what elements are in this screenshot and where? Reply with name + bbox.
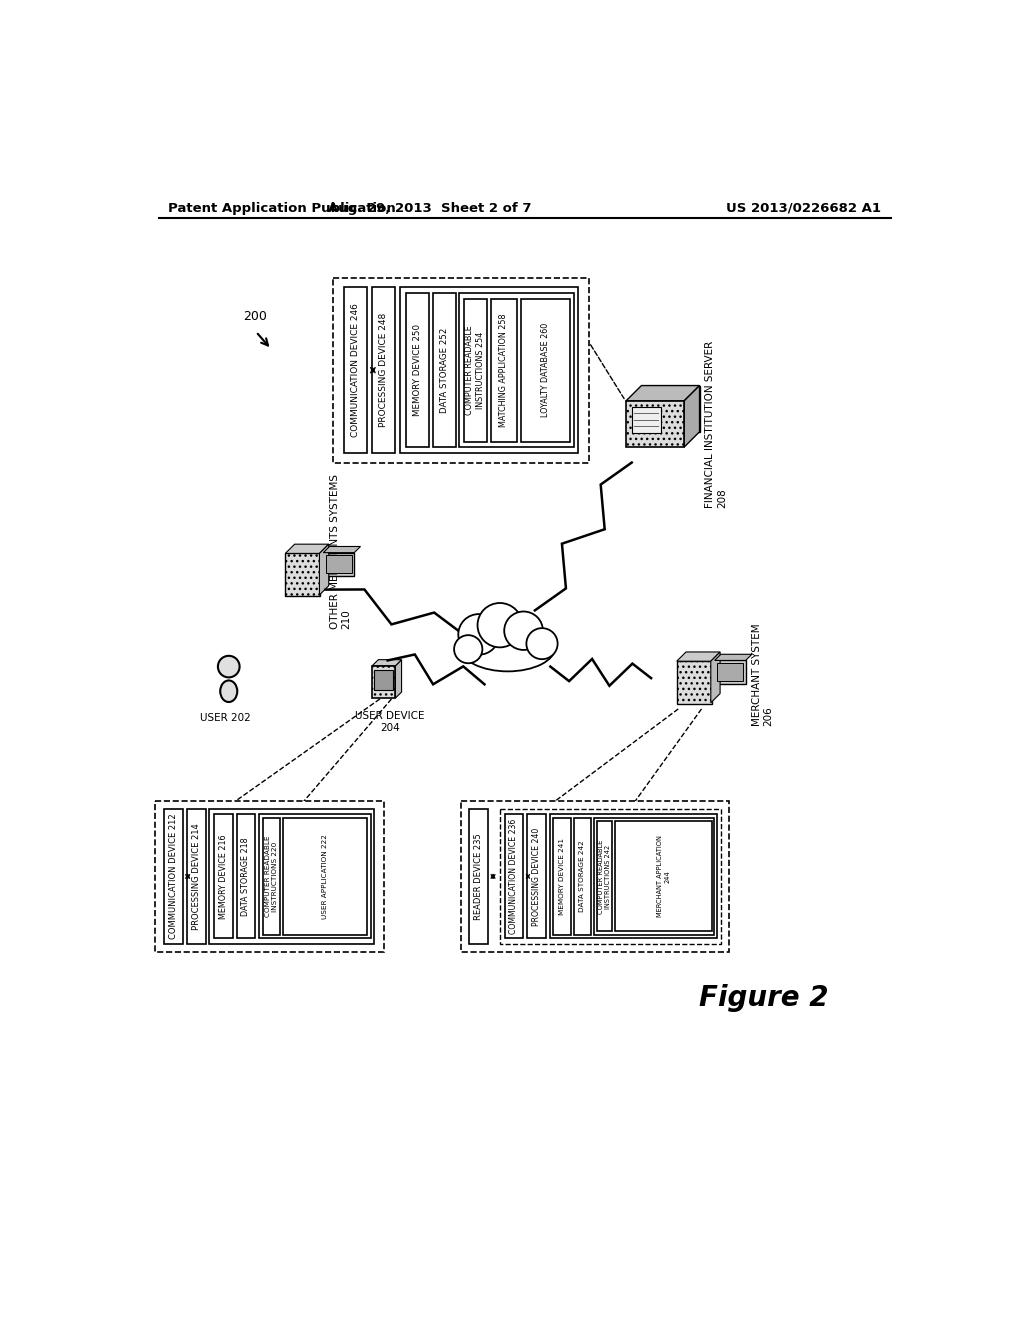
Bar — [527, 814, 546, 939]
Bar — [594, 818, 714, 935]
Text: USER DEVICE
204: USER DEVICE 204 — [355, 711, 425, 733]
Text: MERCHANT SYSTEM
206: MERCHANT SYSTEM 206 — [752, 623, 773, 726]
Text: USER 202: USER 202 — [200, 713, 250, 723]
Text: MATCHING APPLICATION 258: MATCHING APPLICATION 258 — [500, 313, 508, 426]
Circle shape — [454, 635, 482, 663]
Text: DATA STORAGE 252: DATA STORAGE 252 — [439, 327, 449, 413]
Text: NETWORK
201: NETWORK 201 — [472, 638, 544, 665]
Text: MERCHANT APPLICATION
244: MERCHANT APPLICATION 244 — [657, 836, 670, 917]
Text: COMPUTER READABLE
INSTRUCTIONS 220: COMPUTER READABLE INSTRUCTIONS 220 — [265, 836, 278, 917]
Text: MEMORY DEVICE 250: MEMORY DEVICE 250 — [414, 325, 422, 416]
Circle shape — [477, 603, 522, 647]
Text: USER APPLICATION 222: USER APPLICATION 222 — [323, 834, 329, 919]
Text: COMMUNICATION DEVICE 246: COMMUNICATION DEVICE 246 — [351, 304, 360, 437]
Bar — [214, 814, 232, 939]
Bar — [400, 286, 579, 453]
Bar — [187, 809, 206, 944]
Text: Aug. 29, 2013  Sheet 2 of 7: Aug. 29, 2013 Sheet 2 of 7 — [329, 202, 532, 215]
FancyBboxPatch shape — [372, 665, 395, 698]
Polygon shape — [711, 652, 720, 702]
Text: PROCESSING DEVICE 248: PROCESSING DEVICE 248 — [379, 313, 388, 428]
Polygon shape — [286, 544, 329, 553]
Bar — [155, 801, 384, 952]
Ellipse shape — [220, 681, 238, 702]
Polygon shape — [395, 660, 401, 698]
Bar — [432, 293, 456, 447]
FancyBboxPatch shape — [677, 661, 712, 704]
Bar — [550, 814, 717, 939]
Text: US 2013/0226682 A1: US 2013/0226682 A1 — [726, 202, 882, 215]
Text: DATA STORAGE 242: DATA STORAGE 242 — [580, 841, 585, 912]
Text: COMPUTER READABLE
INSTRUCTIONS 254: COMPUTER READABLE INSTRUCTIONS 254 — [466, 325, 485, 414]
Bar — [375, 669, 393, 689]
Text: Figure 2: Figure 2 — [698, 983, 828, 1011]
FancyBboxPatch shape — [641, 385, 699, 432]
Polygon shape — [319, 544, 329, 595]
Circle shape — [218, 656, 240, 677]
Text: 200: 200 — [243, 310, 266, 323]
Bar — [490, 298, 517, 442]
FancyBboxPatch shape — [324, 553, 354, 576]
Text: FINANCIAL INSTITUTION SERVER
208: FINANCIAL INSTITUTION SERVER 208 — [706, 341, 727, 508]
Bar — [283, 818, 368, 935]
Polygon shape — [715, 655, 752, 660]
Bar — [469, 809, 487, 944]
FancyBboxPatch shape — [626, 401, 684, 447]
Text: MEMORY DEVICE 241: MEMORY DEVICE 241 — [559, 838, 565, 915]
Ellipse shape — [461, 623, 555, 672]
Circle shape — [459, 614, 500, 655]
Bar — [237, 814, 255, 939]
Bar — [554, 818, 570, 935]
Bar — [344, 286, 368, 453]
Text: COMMUNICATION DEVICE 212: COMMUNICATION DEVICE 212 — [169, 813, 178, 940]
Bar — [372, 286, 395, 453]
Text: Patent Application Publication: Patent Application Publication — [168, 202, 396, 215]
Bar — [632, 407, 662, 433]
Bar — [615, 821, 712, 932]
Bar — [573, 818, 591, 935]
Bar — [326, 554, 352, 573]
Bar — [521, 298, 569, 442]
Text: COMMUNICATION DEVICE 236: COMMUNICATION DEVICE 236 — [510, 818, 518, 935]
Circle shape — [504, 611, 543, 649]
Bar — [461, 801, 729, 952]
Polygon shape — [626, 385, 699, 401]
Bar — [165, 809, 183, 944]
Bar — [209, 809, 375, 944]
Bar — [407, 293, 429, 447]
Polygon shape — [372, 660, 401, 665]
Text: PROCESSING DEVICE 240: PROCESSING DEVICE 240 — [531, 828, 541, 925]
Text: DATA STORAGE 218: DATA STORAGE 218 — [242, 837, 250, 916]
Polygon shape — [684, 385, 699, 447]
Bar — [464, 298, 486, 442]
Bar — [597, 821, 612, 932]
Text: MEMORY DEVICE 216: MEMORY DEVICE 216 — [219, 834, 227, 919]
Circle shape — [526, 628, 558, 659]
Bar — [459, 293, 573, 447]
Text: READER DEVICE 235: READER DEVICE 235 — [474, 833, 482, 920]
Bar — [505, 814, 523, 939]
Bar — [263, 818, 280, 935]
Text: COMPUTER READABLE
INSTRUCTIONS 242: COMPUTER READABLE INSTRUCTIONS 242 — [598, 840, 611, 913]
Bar — [334, 277, 589, 462]
FancyBboxPatch shape — [286, 553, 321, 595]
FancyBboxPatch shape — [715, 660, 745, 684]
Text: OTHER MERCHANTS SYSTEMS
210: OTHER MERCHANTS SYSTEMS 210 — [330, 474, 351, 628]
Text: LOYALTY DATABASE 260: LOYALTY DATABASE 260 — [541, 323, 550, 417]
Bar — [500, 809, 721, 944]
Text: PROCESSING DEVICE 214: PROCESSING DEVICE 214 — [191, 824, 201, 929]
Polygon shape — [324, 546, 360, 553]
Polygon shape — [677, 652, 720, 661]
Bar — [717, 663, 743, 681]
Bar — [259, 814, 371, 939]
